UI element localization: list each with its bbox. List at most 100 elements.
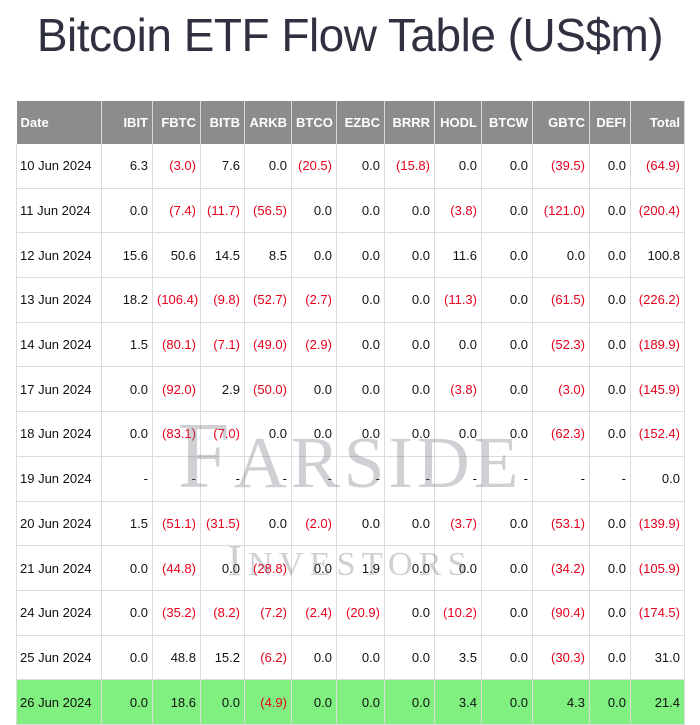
flow-cell-btco: (2.9) bbox=[291, 322, 337, 368]
flow-cell-ibit: - bbox=[101, 456, 153, 502]
flow-cell-defi: 0.0 bbox=[589, 679, 631, 725]
row-date: 24 Jun 2024 bbox=[16, 590, 102, 636]
flow-cell-btcw: 0.0 bbox=[481, 366, 533, 413]
flow-cell-brrr: 0.0 bbox=[384, 277, 435, 323]
flow-cell-btco: 0.0 bbox=[291, 232, 337, 279]
flow-cell-ibit: 0.0 bbox=[101, 635, 153, 681]
flow-cell-btcw: 0.0 bbox=[481, 188, 533, 234]
flow-cell-ibit: 0.0 bbox=[101, 679, 153, 725]
flow-cell-fbtc: (3.0) bbox=[152, 144, 201, 189]
flow-cell-total: (174.5) bbox=[630, 590, 685, 636]
table-row: 11 Jun 2024 0.0 (7.4) (11.7) (56.5) 0.0 0.0 0.0… bbox=[16, 188, 685, 234]
flow-cell-gbtc: (39.5) bbox=[532, 144, 590, 189]
table-header-row: Date IBIT FBTC BITB ARKB BTCO EZBC BRRR HODL BTCW… bbox=[16, 101, 685, 144]
flow-cell-bitb: (31.5) bbox=[200, 501, 245, 547]
flow-cell-total: (105.9) bbox=[630, 545, 685, 591]
column-header-btcw: BTCW bbox=[481, 101, 533, 144]
flow-cell-bitb: (9.8) bbox=[200, 277, 245, 323]
flow-cell-btcw: 0.0 bbox=[481, 679, 533, 725]
flow-cell-defi: 0.0 bbox=[589, 501, 631, 547]
flow-cell-bitb: 14.5 bbox=[200, 232, 245, 279]
row-date: 17 Jun 2024 bbox=[16, 366, 102, 413]
flow-cell-gbtc: (30.3) bbox=[532, 635, 590, 681]
flow-cell-brrr: (15.8) bbox=[384, 144, 435, 189]
flow-cell-arkb: (50.0) bbox=[244, 366, 292, 413]
flow-cell-arkb: (52.7) bbox=[244, 277, 292, 323]
flow-cell-defi: 0.0 bbox=[589, 232, 631, 279]
flow-cell-ibit: 15.6 bbox=[101, 232, 153, 279]
flow-cell-defi: - bbox=[589, 456, 631, 502]
flow-cell-bitb: (8.2) bbox=[200, 590, 245, 636]
flow-cell-fbtc: - bbox=[152, 456, 201, 502]
row-date: 18 Jun 2024 bbox=[16, 411, 102, 457]
flow-cell-btco: - bbox=[291, 456, 337, 502]
flow-cell-arkb: (49.0) bbox=[244, 322, 292, 368]
flow-cell-defi: 0.0 bbox=[589, 411, 631, 457]
flow-cell-defi: 0.0 bbox=[589, 322, 631, 368]
flow-cell-arkb: 0.0 bbox=[244, 501, 292, 547]
row-date: 21 Jun 2024 bbox=[16, 545, 102, 591]
flow-cell-btco: 0.0 bbox=[291, 188, 337, 234]
flow-cell-arkb: (4.9) bbox=[244, 679, 292, 725]
flow-cell-ezbc: 0.0 bbox=[336, 232, 385, 279]
flow-cell-btco: 0.0 bbox=[291, 545, 337, 591]
flow-cell-brrr: 0.0 bbox=[384, 545, 435, 591]
flow-cell-brrr: 0.0 bbox=[384, 679, 435, 725]
flow-cell-brrr: 0.0 bbox=[384, 590, 435, 636]
flow-cell-ezbc: 0.0 bbox=[336, 277, 385, 323]
flow-cell-brrr: - bbox=[384, 456, 435, 502]
table-row: 25 Jun 2024 0.0 48.8 15.2 (6.2) 0.0 0.0 0.0 3.5 0… bbox=[16, 635, 685, 681]
flow-cell-bitb: (11.7) bbox=[200, 188, 245, 234]
flow-cell-fbtc: (92.0) bbox=[152, 366, 201, 413]
flow-cell-fbtc: (7.4) bbox=[152, 188, 201, 234]
flow-cell-bitb: 0.0 bbox=[200, 679, 245, 725]
flow-cell-defi: 0.0 bbox=[589, 277, 631, 323]
flow-cell-gbtc: (61.5) bbox=[532, 277, 590, 323]
flow-cell-brrr: 0.0 bbox=[384, 411, 435, 457]
flow-cell-gbtc: (121.0) bbox=[532, 188, 590, 234]
flow-cell-hodl: (3.8) bbox=[434, 366, 482, 413]
flow-cell-btcw: 0.0 bbox=[481, 501, 533, 547]
flow-cell-ezbc: 0.0 bbox=[336, 188, 385, 234]
flow-cell-ezbc: 0.0 bbox=[336, 411, 385, 457]
flow-cell-btcw: 0.0 bbox=[481, 144, 533, 189]
flow-cell-gbtc: (62.3) bbox=[532, 411, 590, 457]
flow-cell-btcw: - bbox=[481, 456, 533, 502]
flow-cell-bitb: 2.9 bbox=[200, 366, 245, 413]
flow-cell-arkb: (56.5) bbox=[244, 188, 292, 234]
column-header-hodl: HODL bbox=[434, 101, 482, 144]
flow-cell-total: 100.8 bbox=[630, 232, 685, 279]
row-date: 13 Jun 2024 bbox=[16, 277, 102, 323]
flow-cell-btco: (2.0) bbox=[291, 501, 337, 547]
table-row: 17 Jun 2024 0.0 (92.0) 2.9 (50.0) 0.0 0.0 0.0 (3… bbox=[16, 366, 685, 413]
flow-cell-btcw: 0.0 bbox=[481, 411, 533, 457]
flow-cell-hodl: (10.2) bbox=[434, 590, 482, 636]
flow-cell-bitb: 15.2 bbox=[200, 635, 245, 681]
flow-cell-arkb: 0.0 bbox=[244, 144, 292, 189]
flow-cell-brrr: 0.0 bbox=[384, 635, 435, 681]
row-date: 10 Jun 2024 bbox=[16, 144, 102, 189]
table-row: 19 Jun 2024- - - - - - - - - - -0.0 bbox=[16, 456, 685, 502]
row-date: 20 Jun 2024 bbox=[16, 501, 102, 547]
flow-cell-total: (64.9) bbox=[630, 144, 685, 189]
flow-cell-defi: 0.0 bbox=[589, 144, 631, 189]
table-row: 18 Jun 2024 0.0 (83.1) (7.0) 0.0 0.0 0.0 0.0 0.0… bbox=[16, 411, 685, 457]
flow-cell-fbtc: (44.8) bbox=[152, 545, 201, 591]
flow-cell-gbtc: 0.0 bbox=[532, 232, 590, 279]
flow-cell-btco: 0.0 bbox=[291, 679, 337, 725]
column-header-ibit: IBIT bbox=[101, 101, 153, 144]
flow-cell-ibit: 6.3 bbox=[101, 144, 153, 189]
flow-cell-ibit: 0.0 bbox=[101, 590, 153, 636]
column-header-total: Total bbox=[630, 101, 685, 144]
flow-cell-hodl: (3.8) bbox=[434, 188, 482, 234]
flow-cell-total: (200.4) bbox=[630, 188, 685, 234]
flow-cell-gbtc: - bbox=[532, 456, 590, 502]
row-date: 19 Jun 2024 bbox=[16, 456, 102, 502]
flow-cell-btcw: 0.0 bbox=[481, 545, 533, 591]
table-row: 24 Jun 2024 0.0 (35.2) (8.2) (7.2) (2.4) (20.9… bbox=[16, 590, 685, 636]
table-row: 12 Jun 2024 15.6 50.6 14.5 8.5 0.0 0.0 0.0 11.6 0… bbox=[16, 232, 685, 279]
flow-cell-fbtc: (35.2) bbox=[152, 590, 201, 636]
flow-cell-ezbc: 0.0 bbox=[336, 501, 385, 547]
row-date: 12 Jun 2024 bbox=[16, 232, 102, 279]
flow-cell-total: (139.9) bbox=[630, 501, 685, 547]
